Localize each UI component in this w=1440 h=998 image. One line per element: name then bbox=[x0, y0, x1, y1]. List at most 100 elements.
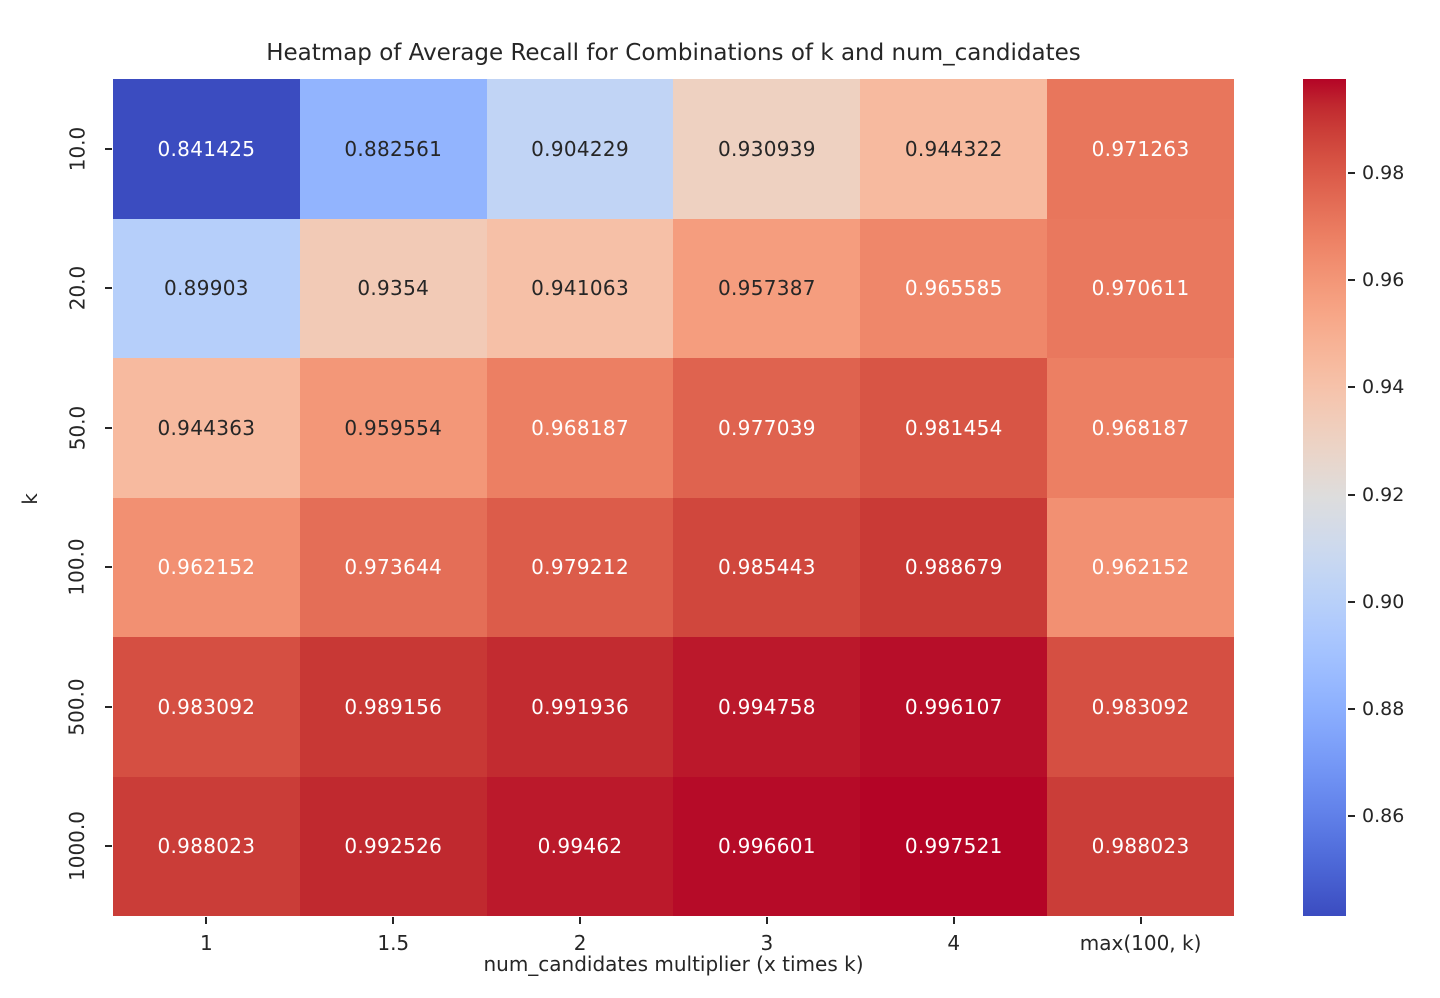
y-tick-label-text: 500.0 bbox=[65, 678, 90, 736]
heatmap-cell: 0.944322 bbox=[860, 79, 1048, 219]
y-tick-label: 100.0 bbox=[55, 497, 99, 637]
cell-value-label: 0.968187 bbox=[531, 415, 629, 440]
y-tick-mark bbox=[105, 287, 112, 290]
heatmap-cell: 0.988023 bbox=[1047, 776, 1234, 916]
colorbar-tick-label: 0.88 bbox=[1362, 698, 1405, 721]
x-tick-label: max(100, k) bbox=[1079, 931, 1202, 955]
cell-value-label: 0.992526 bbox=[344, 834, 443, 859]
cell-value-label: 0.973644 bbox=[344, 555, 443, 580]
x-tick-mark bbox=[579, 917, 582, 924]
cell-value-label: 0.941063 bbox=[531, 276, 629, 301]
x-tick-label: 4 bbox=[947, 931, 961, 955]
cell-value-label: 0.962152 bbox=[1091, 555, 1190, 580]
cell-value-label: 0.9354 bbox=[357, 276, 430, 301]
cell-value-label: 0.997521 bbox=[904, 834, 1003, 859]
cell-value-label: 0.991936 bbox=[531, 694, 629, 719]
heatmap-cell: 0.904229 bbox=[486, 79, 674, 219]
heatmap-cell: 0.989156 bbox=[299, 637, 487, 777]
heatmap-cell: 0.983092 bbox=[113, 637, 300, 777]
colorbar-gradient bbox=[1303, 79, 1346, 916]
y-tick-label: 20.0 bbox=[55, 218, 99, 358]
chart-title: Heatmap of Average Recall for Combinatio… bbox=[266, 40, 1081, 66]
y-tick-label: 10.0 bbox=[55, 79, 99, 219]
cell-value-label: 0.996601 bbox=[717, 834, 816, 859]
colorbar-tick-label: 0.96 bbox=[1362, 269, 1405, 292]
heatmap-cell: 0.983092 bbox=[1047, 637, 1234, 777]
x-tick-mark bbox=[1139, 917, 1142, 924]
heatmap-cell: 0.9354 bbox=[299, 218, 487, 358]
heatmap-cell: 0.994758 bbox=[673, 637, 861, 777]
heatmap-cell: 0.996107 bbox=[860, 637, 1048, 777]
y-tick-mark bbox=[105, 845, 112, 848]
y-tick-mark bbox=[105, 705, 112, 708]
y-axis-label: k bbox=[18, 493, 42, 505]
cell-value-label: 0.89903 bbox=[164, 276, 249, 301]
colorbar-tick-label: 0.86 bbox=[1362, 805, 1405, 828]
heatmap-cell: 0.985443 bbox=[673, 497, 861, 637]
heatmap-cell: 0.992526 bbox=[299, 776, 487, 916]
x-tick-mark bbox=[765, 917, 768, 924]
x-tick-label: 3 bbox=[760, 931, 774, 955]
heatmap-cell: 0.996601 bbox=[673, 776, 861, 916]
heatmap-cell: 0.973644 bbox=[299, 497, 487, 637]
cell-value-label: 0.988679 bbox=[904, 555, 1003, 580]
cell-value-label: 0.977039 bbox=[717, 415, 816, 440]
x-tick-mark bbox=[952, 917, 955, 924]
colorbar-tick-label: 0.90 bbox=[1362, 590, 1405, 613]
x-tick-label: 2 bbox=[573, 931, 587, 955]
y-tick-label-text: 1000.0 bbox=[65, 811, 90, 882]
y-tick-mark bbox=[105, 147, 112, 150]
cell-value-label: 0.983092 bbox=[157, 694, 256, 719]
colorbar-tick-mark bbox=[1348, 493, 1355, 496]
colorbar-tick-label: 0.92 bbox=[1362, 483, 1405, 506]
heatmap-cell: 0.979212 bbox=[486, 497, 674, 637]
cell-value-label: 0.979212 bbox=[531, 555, 629, 580]
colorbar-tick-mark bbox=[1348, 815, 1355, 818]
y-tick-label-text: 100.0 bbox=[65, 538, 90, 596]
cell-value-label: 0.962152 bbox=[157, 555, 256, 580]
cell-value-label: 0.930939 bbox=[717, 136, 816, 161]
y-tick-label: 500.0 bbox=[55, 637, 99, 777]
heatmap-cell: 0.930939 bbox=[673, 79, 861, 219]
colorbar-tick-label: 0.98 bbox=[1362, 161, 1405, 184]
x-axis-label: num_candidates multiplier (x times k) bbox=[483, 952, 864, 976]
heatmap-cell: 0.962152 bbox=[113, 497, 300, 637]
y-tick-label-text: 50.0 bbox=[65, 405, 89, 451]
heatmap-cell: 0.962152 bbox=[1047, 497, 1234, 637]
colorbar-tick-mark bbox=[1348, 171, 1355, 174]
x-tick-mark bbox=[392, 917, 395, 924]
cell-value-label: 0.841425 bbox=[157, 136, 256, 161]
heatmap-cell: 0.981454 bbox=[860, 358, 1048, 498]
x-tick-label: 1.5 bbox=[377, 931, 410, 955]
heatmap-cell: 0.968187 bbox=[1047, 358, 1234, 498]
heatmap-cell: 0.959554 bbox=[299, 358, 487, 498]
cell-value-label: 0.983092 bbox=[1091, 694, 1190, 719]
heatmap-grid: 0.841425 0.882561 0.904229 0.930939 0.944322… bbox=[113, 79, 1234, 916]
heatmap-cell: 0.988023 bbox=[113, 776, 300, 916]
cell-value-label: 0.882561 bbox=[344, 136, 443, 161]
cell-value-label: 0.970611 bbox=[1091, 276, 1190, 301]
heatmap-cell: 0.997521 bbox=[860, 776, 1048, 916]
cell-value-label: 0.988023 bbox=[1091, 834, 1190, 859]
heatmap-cell: 0.971263 bbox=[1047, 79, 1234, 219]
cell-value-label: 0.996107 bbox=[904, 694, 1003, 719]
cell-value-label: 0.944363 bbox=[157, 415, 256, 440]
heatmap-cell: 0.944363 bbox=[113, 358, 300, 498]
heatmap-cell: 0.882561 bbox=[299, 79, 487, 219]
colorbar-tick-mark bbox=[1348, 279, 1355, 282]
cell-value-label: 0.944322 bbox=[904, 136, 1003, 161]
y-tick-label-text: 20.0 bbox=[65, 265, 89, 311]
cell-value-label: 0.957387 bbox=[717, 276, 816, 301]
heatmap-cell: 0.99462 bbox=[486, 776, 674, 916]
y-tick-label-text: 10.0 bbox=[65, 126, 89, 172]
cell-value-label: 0.988023 bbox=[157, 834, 256, 859]
heatmap-cell: 0.965585 bbox=[860, 218, 1048, 358]
heatmap-cell: 0.841425 bbox=[113, 79, 300, 219]
cell-value-label: 0.904229 bbox=[531, 136, 629, 161]
y-tick-mark bbox=[105, 566, 112, 569]
cell-value-label: 0.968187 bbox=[1091, 415, 1190, 440]
cell-value-label: 0.989156 bbox=[344, 694, 443, 719]
cell-value-label: 0.981454 bbox=[904, 415, 1003, 440]
colorbar-tick-label: 0.94 bbox=[1362, 376, 1405, 399]
